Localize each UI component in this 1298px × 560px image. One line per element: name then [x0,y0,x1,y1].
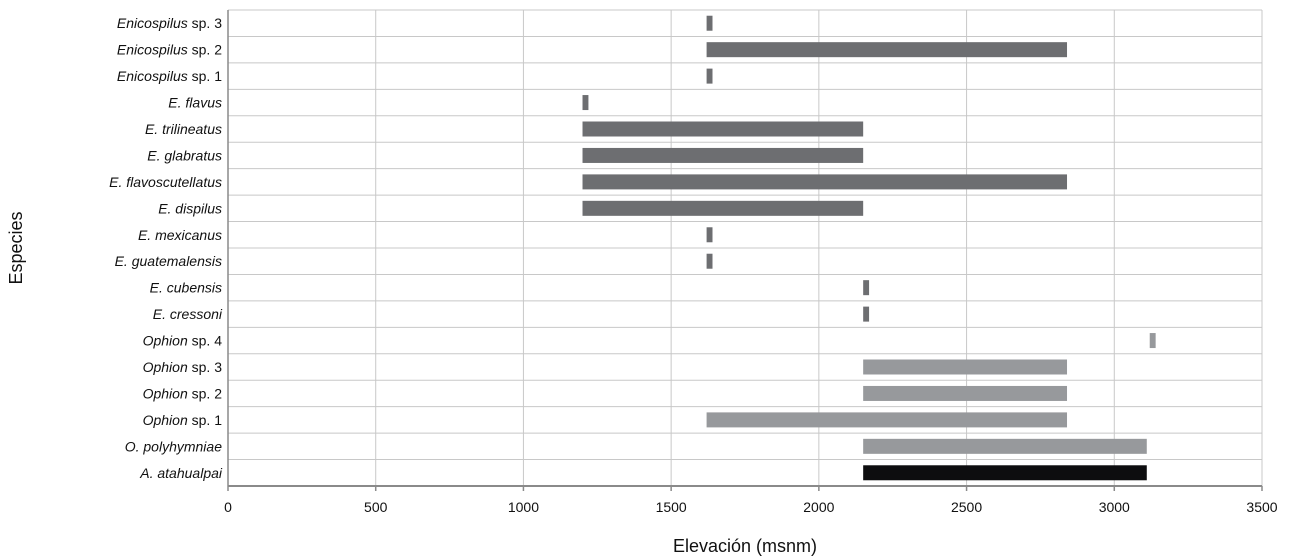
bar-enicospilus-sp-2 [706,42,1068,58]
x-tick-label: 1000 [508,499,539,515]
species-label: E. flavoscutellatus [109,174,222,190]
bar-e-dispilus [582,200,864,216]
y-axis-title: Especies [6,211,26,284]
x-tick-label: 2000 [803,499,834,515]
species-label: Ophion sp. 4 [143,333,223,349]
species-label: E. flavus [168,95,222,111]
labels: Enicospilus sp. 3 Enicospilus sp. 2 Enicos… [109,15,223,481]
bar-ophion-sp-4 [1149,333,1156,349]
species-label: E. cressoni [153,306,223,322]
species-label: Ophion sp. 1 [143,412,223,428]
bar-e-glabratus [582,147,864,163]
bar-e-trilineatus [582,121,864,137]
x-tick-label: 3000 [1099,499,1130,515]
species-label: A. atahualpai [139,465,223,481]
species-label: E. trilineatus [145,121,222,137]
bar-enicospilus-sp-3 [706,15,713,31]
bar-ophion-sp-2 [863,385,1068,401]
bar-e-flavoscutellatus [582,174,1068,190]
x-tick-label: 1500 [656,499,687,515]
species-label: Enicospilus sp. 1 [117,68,222,84]
bar-ophion-sp-3 [863,359,1068,375]
species-label: Enicospilus sp. 2 [117,42,222,58]
species-label: E. glabratus [147,147,222,163]
bar-e-guatemalensis [706,253,713,269]
bar-enicospilus-sp-1 [706,68,713,84]
bar-ophion-sp-1 [706,412,1068,428]
bar-e-cressoni [863,306,870,322]
species-label: Enicospilus sp. 3 [117,15,222,31]
species-label: E. cubensis [150,280,222,296]
species-label: E. dispilus [158,200,222,216]
species-label: E. guatemalensis [115,253,222,269]
species-label: Ophion sp. 3 [143,359,223,375]
x-tick-label: 0 [224,499,232,515]
species-label: O. polyhymniae [125,438,222,454]
bar-a-atahualpai [863,465,1147,481]
x-tick-label: 3500 [1246,499,1277,515]
x-axis-title: Elevación (msnm) [673,536,817,556]
bar-e-cubensis [863,280,870,296]
axes: 0 500 1000 1500 2000 2500 3000 3500 [224,10,1278,515]
bar-o-polyhymniae [863,438,1147,454]
bar-e-mexicanus [706,227,713,243]
species-label: Ophion sp. 2 [143,385,223,401]
elevation-bars [582,15,1156,481]
species-label: E. mexicanus [138,227,222,243]
x-tick-label: 500 [364,499,388,515]
bar-e-flavus [582,95,589,111]
grid-lines [228,9,1263,486]
x-tick-label: 2500 [951,499,982,515]
